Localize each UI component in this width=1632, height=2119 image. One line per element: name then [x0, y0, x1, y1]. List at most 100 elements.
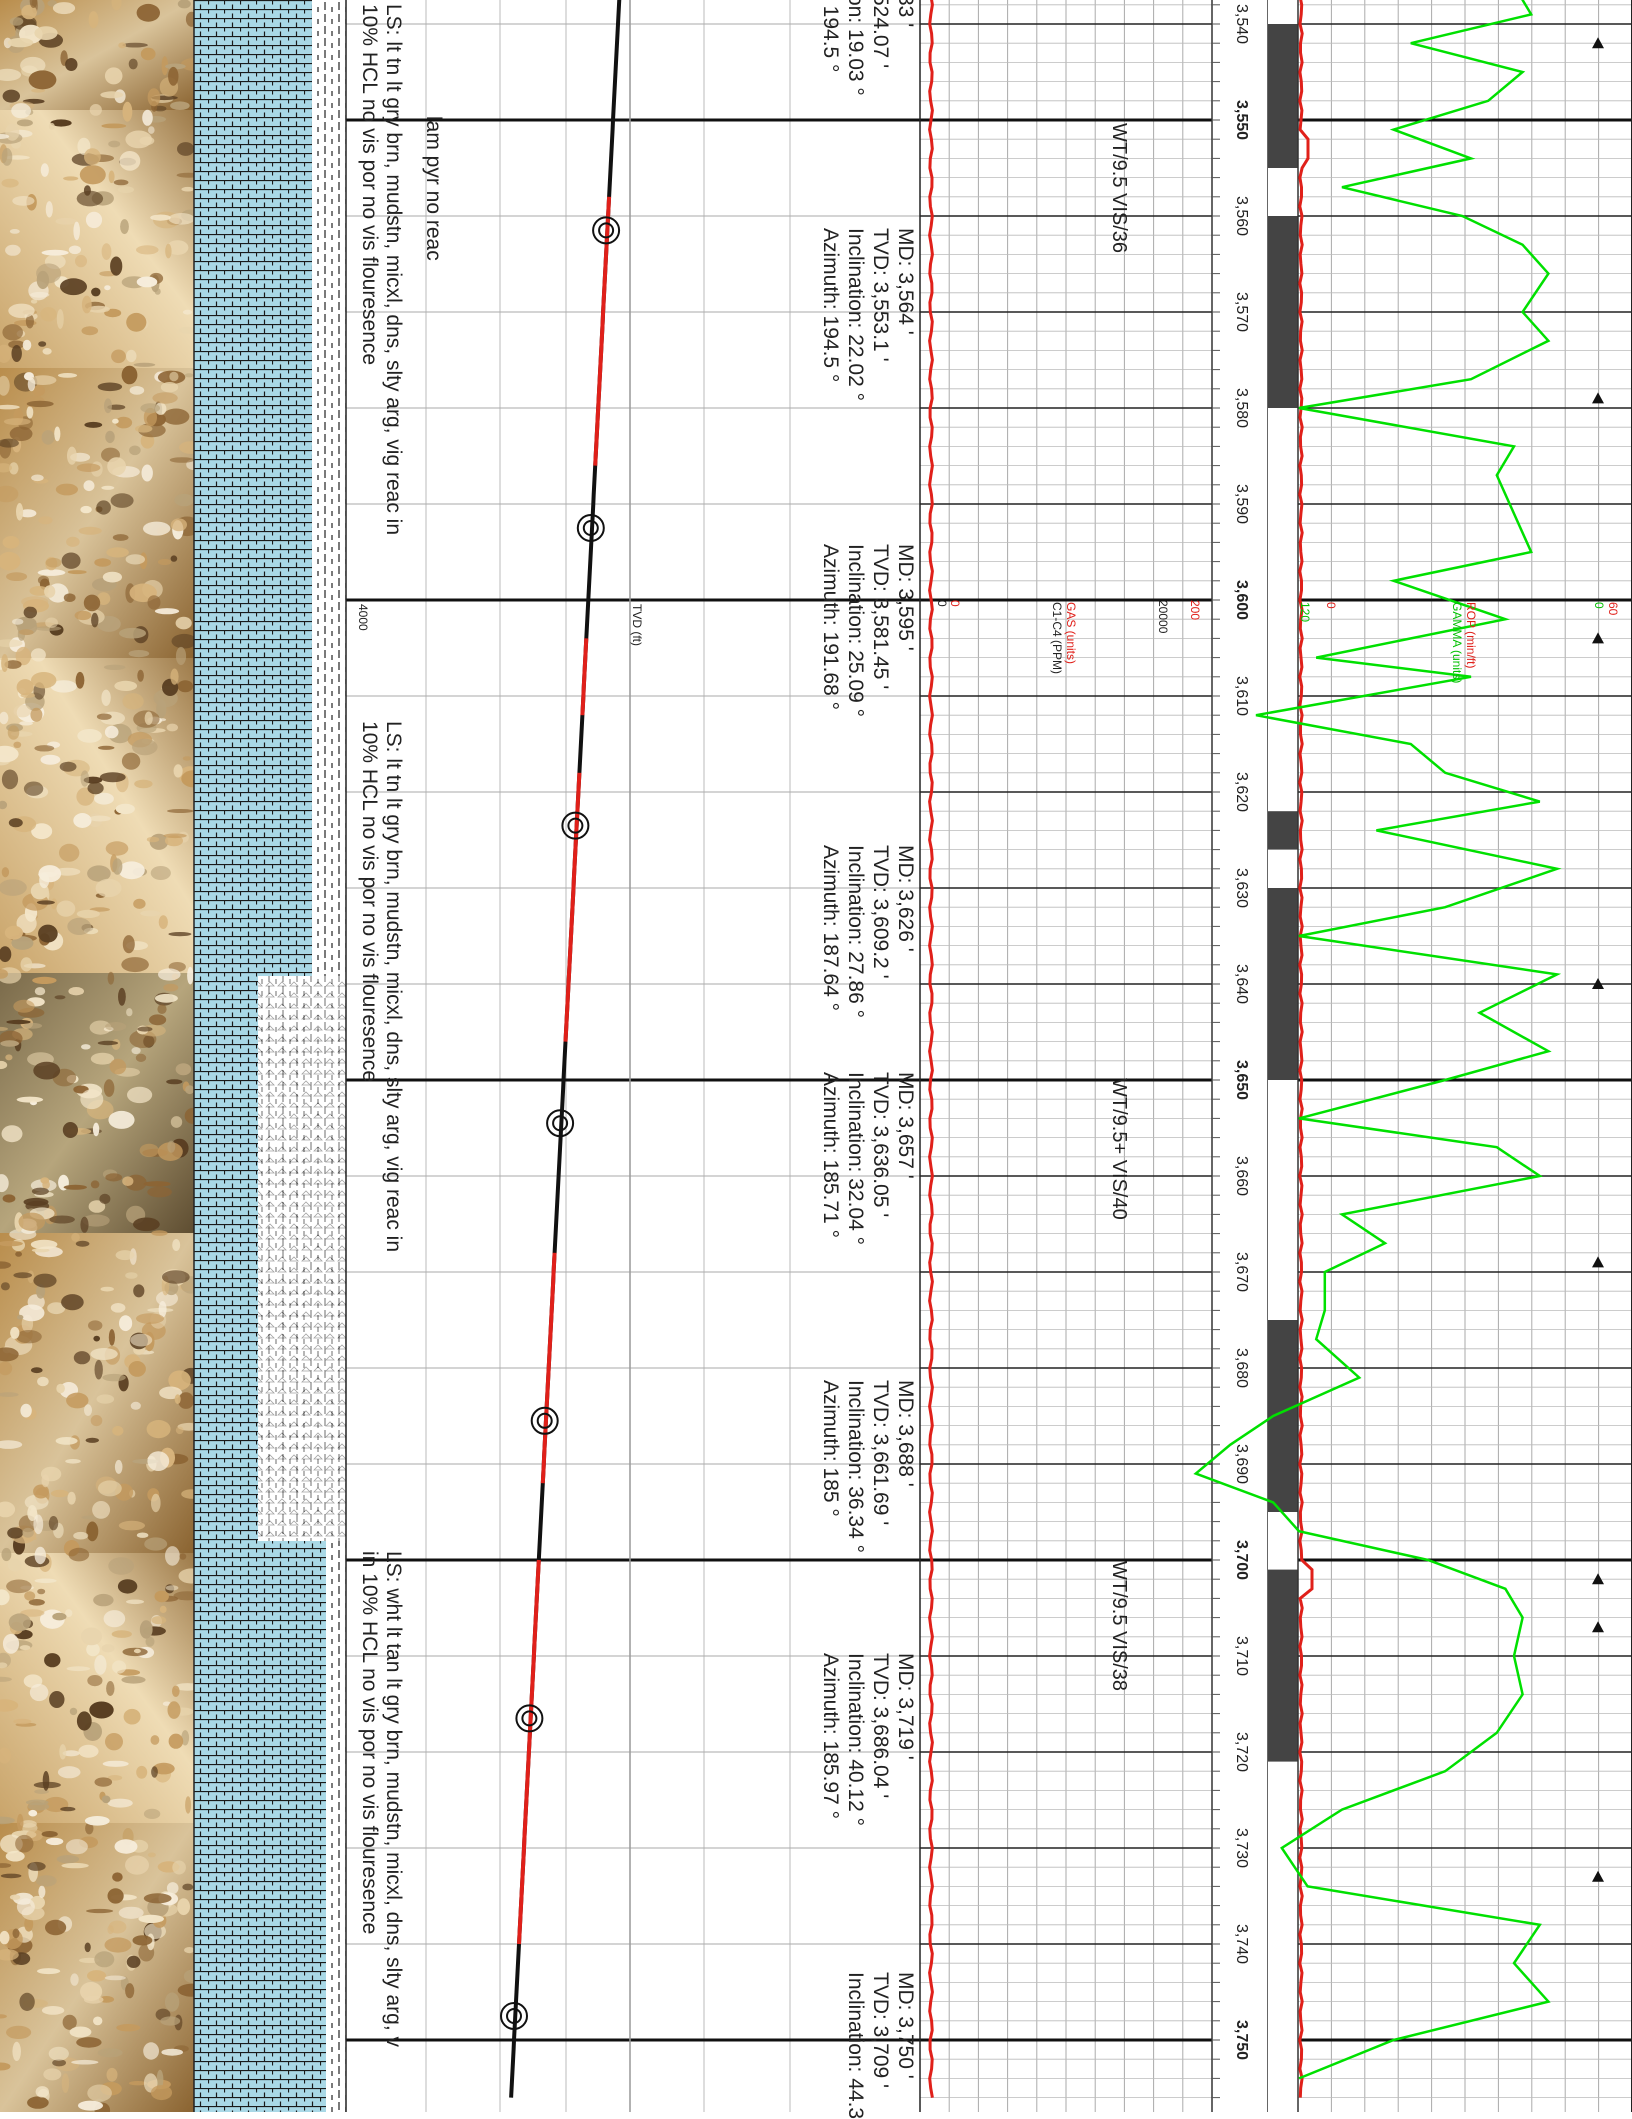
cutting-grain [149, 1014, 167, 1026]
survey-station-7: MD: 3,719 ' TVD: 3,686.04 ' Inclination:… [819, 1653, 917, 1827]
cutting-grain [57, 373, 78, 378]
cutting-grain [1, 867, 10, 878]
cutting-grain [185, 1085, 195, 1095]
cutting-grain [19, 509, 37, 518]
cutting-grain [66, 1392, 89, 1409]
cutting-grain [168, 213, 195, 225]
cutting-grain [101, 123, 127, 129]
cutting-grain [83, 594, 101, 612]
cutting-grain [108, 1557, 135, 1575]
cutting-grain [87, 782, 104, 795]
cutting-grain [7, 725, 20, 740]
cutting-grain [151, 1766, 158, 1778]
cutting-grain [80, 1627, 103, 1646]
depth-label: 3,730 [1233, 1828, 1250, 1869]
cutting-grain [97, 382, 123, 392]
cutting-grain [41, 1831, 58, 1838]
core-markers [1268, 24, 1298, 1762]
cutting-grain [13, 704, 32, 718]
cutting-grain [101, 689, 111, 706]
cutting-grain [107, 1888, 124, 1904]
cutting-grain [20, 1403, 32, 1418]
cutting-grain [94, 1655, 107, 1675]
cutting-grain [177, 1392, 195, 1409]
cutting-grain [21, 4, 37, 20]
cutting-grain [182, 309, 193, 315]
cutting-grain [163, 983, 179, 992]
lithology-description-1: lam pyr no reac [422, 116, 445, 261]
cutting-grain [65, 1459, 81, 1464]
cutting-grain [168, 1370, 191, 1391]
core-marker-track [1268, 0, 1299, 2112]
cutting-grain [107, 971, 115, 985]
cutting-grain [150, 214, 171, 221]
cutting-grain [50, 119, 72, 127]
cutting-grain [73, 1531, 89, 1540]
cutting-grain [89, 1020, 112, 1035]
cutting-grain [0, 68, 22, 81]
cutting-grain [75, 254, 87, 268]
cutting-grain [41, 249, 69, 256]
cutting-grain [0, 969, 8, 979]
cutting-grain [157, 1004, 167, 1014]
cutting-grain [67, 917, 92, 936]
survey-marker-outer [592, 216, 621, 245]
cutting-grain [0, 1392, 19, 1397]
cutting-grain [182, 756, 192, 761]
cutting-grain [23, 606, 37, 619]
cutting-grain [1, 769, 19, 790]
cutting-grain [87, 305, 110, 313]
cutting-grain [54, 995, 66, 1000]
cutting-grain [84, 1942, 91, 1953]
cutting-grain [115, 1250, 135, 1261]
bit-marker-triangle [1592, 1573, 1604, 1585]
gamma-trace [1193, 0, 1562, 2080]
cutting-grain [104, 1937, 132, 1953]
cutting-grain [93, 1335, 100, 1342]
cutting-grain [111, 349, 126, 364]
cutting-grain [172, 1239, 181, 1251]
cutting-grain [13, 741, 22, 748]
cutting-grain [154, 1590, 169, 1603]
cutting-grain [1, 654, 9, 672]
cutting-grain [84, 421, 103, 428]
cutting-grain [185, 1796, 192, 1814]
cutting-grain [175, 1063, 192, 1076]
gas-trace [928, 0, 934, 2098]
cutting-grain [11, 345, 22, 362]
cutting-grain [0, 1699, 19, 1712]
cutting-grain [34, 1578, 57, 1584]
cutting-grain [0, 1347, 19, 1362]
cutting-grain [105, 1022, 127, 1031]
cutting-grain [69, 1707, 78, 1716]
cutting-grain [8, 303, 35, 318]
cutting-grain [7, 1558, 22, 1572]
cutting-grain [128, 1361, 146, 1377]
cutting-grain [139, 1143, 159, 1158]
cutting-grain [59, 1744, 67, 1760]
cutting-grain [175, 646, 187, 666]
survey-marker-inner [536, 1412, 553, 1429]
cutting-grain [83, 480, 95, 492]
cutting-grain [172, 1685, 180, 1697]
cutting-grain [96, 500, 111, 515]
cutting-grain [161, 1270, 190, 1284]
cutting-grain [105, 430, 115, 444]
cutting-grain [62, 2014, 77, 2030]
cutting-grain [128, 58, 138, 70]
cutting-grain [36, 900, 55, 905]
cutting-grain [87, 865, 111, 882]
depth-label: 3,700 [1233, 1540, 1250, 1581]
cutting-grain [138, 1914, 164, 1923]
cutting-grain [143, 521, 171, 536]
cutting-grain [42, 348, 52, 355]
cutting-grain [18, 629, 34, 636]
lithology-description-4: LS: wht lt tan lt gry brn, mudstn, micxl… [358, 1551, 405, 2048]
cutting-grain [94, 1359, 103, 1380]
cutting-grain [24, 1494, 49, 1510]
cutting-grain [105, 1173, 123, 1182]
cutting-grain [115, 416, 133, 429]
cutting-grain [91, 287, 101, 297]
gas-label: GAS (units) [1064, 602, 1078, 665]
cutting-grain [137, 1026, 153, 1032]
